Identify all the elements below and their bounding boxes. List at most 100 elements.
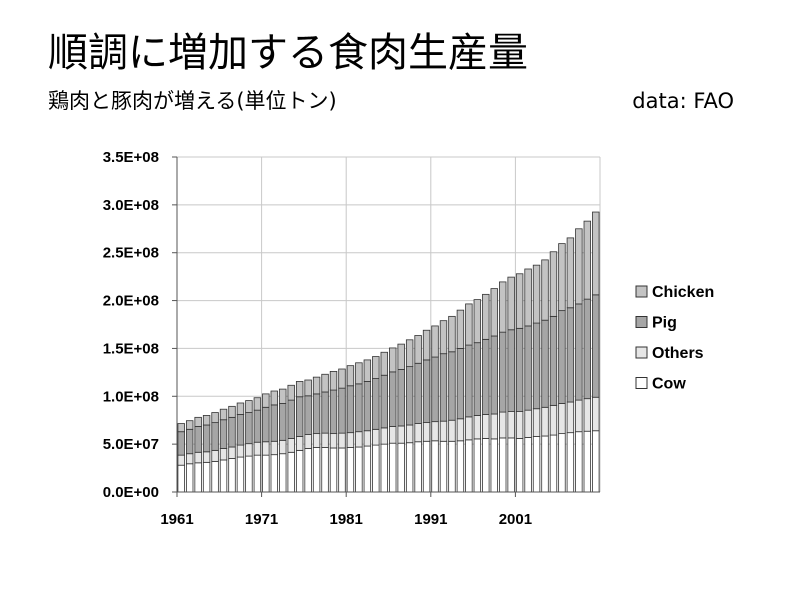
data-source-label: data: FAO <box>632 89 734 113</box>
bar-segment-pig <box>355 383 363 433</box>
bar-segment-cow <box>558 433 566 493</box>
bar-segment-cow <box>228 458 236 493</box>
bar-segment-pig <box>321 391 329 434</box>
bar-segment-pig <box>287 399 295 439</box>
bar-segment-others <box>456 418 465 442</box>
bar-segment-others <box>473 415 482 440</box>
x-tick-label: 1971 <box>245 511 278 528</box>
bar-segment-cow <box>549 434 558 493</box>
bar-segment-chicken <box>473 299 482 344</box>
bar-segment-cow <box>507 437 515 493</box>
bar-segment-cow <box>405 442 414 493</box>
bar-segment-chicken <box>295 381 304 398</box>
bar-segment-chicken <box>194 416 202 427</box>
bar-segment-others <box>583 398 592 432</box>
bar-segment-chicken <box>363 359 372 382</box>
bar-segment-chicken <box>202 415 211 426</box>
bar-segment-others <box>549 404 558 436</box>
legend-swatch-pig <box>635 316 648 328</box>
bar-segment-cow <box>431 440 439 493</box>
bar-segment-chicken <box>507 276 515 331</box>
bar-segment-pig <box>524 325 532 411</box>
bar-segment-cow <box>279 453 287 493</box>
bar-segment-chicken <box>389 347 397 373</box>
bar-segment-others <box>202 451 211 463</box>
bar-segment-chicken <box>329 370 338 391</box>
bar-segment-cow <box>363 445 372 493</box>
legend-swatch-cow <box>635 377 648 389</box>
bar-segment-pig <box>245 412 253 445</box>
bar-segment-cow <box>270 454 278 493</box>
bar-segment-others <box>490 413 498 440</box>
bar-segment-cow <box>253 454 262 493</box>
bar-segment-others <box>515 411 524 439</box>
bar-segment-pig <box>372 378 380 430</box>
bar-segment-cow <box>482 437 490 493</box>
bar-segment-others <box>448 419 456 442</box>
bar-segment-cow <box>245 455 253 493</box>
bar-segment-pig <box>194 426 202 453</box>
bar-segment-pig <box>541 319 549 408</box>
axes <box>176 157 600 493</box>
bar-segment-chicken <box>321 373 329 393</box>
x-tick-label: 1991 <box>414 511 447 528</box>
bar-segment-cow <box>499 437 507 493</box>
bar-segment-chicken <box>372 356 380 379</box>
bar-segment-others <box>253 441 262 456</box>
bar-segment-chicken <box>397 343 405 370</box>
bar-segment-pig <box>583 298 592 400</box>
bar-segment-cow <box>456 440 465 493</box>
bar-segment-cow <box>372 444 380 493</box>
bar-segment-chicken <box>515 273 524 329</box>
bar-segment-pig <box>262 406 270 443</box>
bar-segment-chicken <box>253 397 262 411</box>
bar-segment-cow <box>592 430 600 493</box>
slide-subtitle: 鶏肉と豚肉が増える(単位トン) <box>48 89 337 113</box>
bar-segment-chicken <box>177 423 185 433</box>
bar-segment-pig <box>422 359 431 424</box>
bar-segment-chicken <box>219 408 228 421</box>
bar-segment-chicken <box>592 211 600 296</box>
bar-segment-others <box>380 427 388 445</box>
bar-segment-others <box>211 449 219 462</box>
bar-segment-chicken <box>312 376 321 395</box>
bar-segment-cow <box>448 440 456 493</box>
bar-segment-chicken <box>304 379 312 397</box>
bar-segment-chicken <box>490 288 498 337</box>
bar-segment-cow <box>439 440 448 493</box>
bar-segment-others <box>321 432 329 448</box>
bar-segment-chicken <box>575 228 583 305</box>
bar-segment-cow <box>583 430 592 493</box>
bar-segment-pig <box>236 414 245 446</box>
y-tick-label: 2.0E+08 <box>103 293 159 310</box>
bar-segment-pig <box>532 322 541 410</box>
bar-segment-cow <box>321 447 329 493</box>
bar-segment-others <box>236 444 245 458</box>
bar-segment-cow <box>422 440 431 493</box>
bar-segment-others <box>329 433 338 449</box>
bar-segment-others <box>592 396 600 432</box>
bar-segment-chicken <box>456 309 465 349</box>
bar-segment-pig <box>592 294 600 398</box>
bar-segment-chicken <box>228 405 236 418</box>
bar-segment-cow <box>312 447 321 493</box>
bar-segment-cow <box>287 451 295 493</box>
bar-segment-others <box>465 416 473 441</box>
bar-segment-cow <box>202 461 211 493</box>
bar-segment-others <box>194 451 202 464</box>
bar-segment-others <box>177 454 185 466</box>
bar-segment-cow <box>346 447 355 493</box>
bar-segment-chicken <box>549 251 558 317</box>
bar-segment-chicken <box>465 303 473 346</box>
bar-segment-others <box>414 423 422 443</box>
bar-segment-pig <box>304 395 312 435</box>
bar-segment-cow <box>566 432 575 493</box>
bar-segment-cow <box>295 449 304 493</box>
bar-segment-chicken <box>287 384 295 401</box>
bar-segment-cow <box>473 438 482 493</box>
bar-segment-others <box>355 431 363 448</box>
bar-segment-chicken <box>185 420 194 430</box>
bar-segment-others <box>185 453 194 465</box>
x-tick-label: 1961 <box>160 511 193 528</box>
